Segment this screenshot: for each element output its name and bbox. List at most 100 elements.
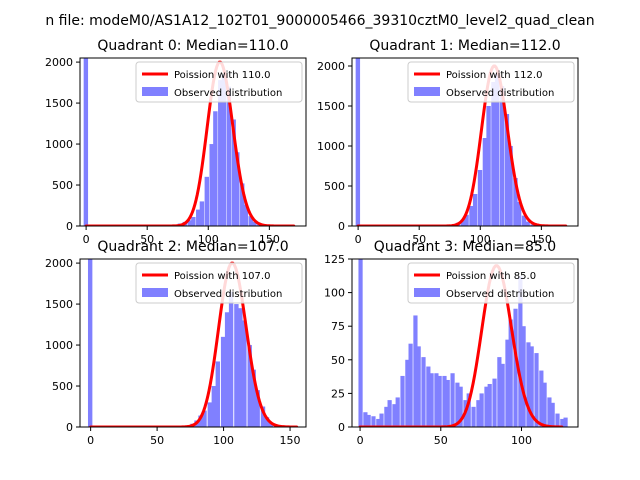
histogram-bar	[198, 415, 203, 427]
histogram-bar	[247, 345, 252, 427]
histogram-bar	[224, 312, 230, 427]
y-tick-label: 2000	[45, 56, 73, 69]
histogram-bar	[366, 414, 371, 427]
histogram-bar	[238, 308, 243, 427]
histogram-bar	[442, 375, 447, 427]
histogram-bar	[487, 383, 492, 427]
x-tick-label: 0	[83, 233, 90, 246]
legend-line-label: Poission with 107.0	[174, 271, 270, 282]
histogram-bar	[243, 204, 249, 226]
legend-hist-label: Observed distribution	[446, 88, 554, 99]
y-tick-label: 500	[52, 380, 73, 393]
histogram-bar	[363, 412, 368, 427]
histogram-bar	[213, 111, 218, 226]
histogram-bar	[240, 183, 245, 226]
histogram-bar	[209, 144, 214, 226]
histogram-bar	[477, 170, 483, 226]
histogram-bar	[445, 379, 450, 427]
histogram-bar	[482, 138, 488, 226]
histogram-bar	[550, 402, 555, 427]
histogram-bar	[529, 346, 534, 427]
x-tick-label: 50	[412, 233, 426, 246]
panel-title: Quadrant 3: Median=85.0	[374, 239, 556, 255]
histogram-bar	[416, 346, 421, 427]
histogram-bar	[469, 206, 474, 226]
histogram-bar	[521, 326, 526, 427]
histogram-bar	[434, 373, 439, 427]
histogram-bar	[494, 74, 500, 226]
plot-area	[87, 259, 299, 427]
histogram-bar	[187, 220, 192, 226]
x-tick-label: 150	[280, 434, 301, 447]
y-tick-label: 0	[66, 220, 73, 233]
histogram-bar	[505, 339, 510, 427]
histogram-bar	[215, 361, 220, 427]
poisson-line	[84, 60, 296, 226]
poisson-line	[358, 264, 564, 427]
y-tick-label: 0	[66, 421, 73, 434]
histogram-bar	[542, 382, 547, 427]
histogram-bar	[426, 366, 431, 427]
plot-area	[355, 58, 568, 226]
y-tick-label: 125	[324, 253, 345, 266]
histogram-bar	[252, 221, 257, 226]
histogram-bar	[484, 386, 489, 427]
histogram-bar	[405, 359, 410, 427]
histogram-bar	[486, 106, 491, 226]
plot-area	[83, 58, 296, 226]
y-tick-label: 25	[331, 387, 345, 400]
panel-title: Quadrant 1: Median=112.0	[369, 38, 560, 54]
legend-hist-swatch	[142, 87, 168, 96]
histogram-bar	[450, 373, 455, 427]
histogram-bar	[226, 86, 231, 226]
histogram-bar	[516, 202, 522, 226]
legend: Poission with 110.0 Observed distribution	[135, 61, 303, 103]
histogram-bar	[500, 363, 505, 427]
y-tick-label: 1500	[317, 100, 345, 113]
histogram-bar	[355, 58, 361, 226]
histogram-bar	[458, 386, 463, 427]
legend-line-label: Poission with 85.0	[446, 271, 536, 282]
histogram-bar	[228, 291, 234, 427]
histogram-bar	[387, 400, 392, 427]
x-tick-label: 50	[434, 434, 448, 447]
histogram-bar	[379, 413, 384, 427]
panel-title: Quadrant 2: Median=107.0	[97, 239, 288, 255]
histogram-bar	[476, 400, 481, 427]
histogram-bar	[555, 413, 560, 427]
histogram-bar	[497, 357, 502, 427]
y-tick-label: 100	[324, 287, 345, 300]
poisson-line	[89, 261, 299, 427]
histogram-bar	[421, 357, 426, 427]
histogram-bar	[508, 146, 513, 226]
legend: Poission with 107.0 Observed distribution	[135, 262, 303, 304]
histogram-bar	[413, 315, 418, 427]
x-tick-label: 0	[355, 233, 362, 246]
histogram-bar	[234, 304, 239, 427]
histogram-bar	[513, 308, 518, 427]
histogram-bar	[518, 276, 523, 427]
histogram-bar	[268, 422, 274, 427]
histogram-bar	[408, 343, 413, 427]
poisson-line	[356, 64, 568, 226]
histogram-bar	[460, 219, 466, 226]
legend-hist-label: Observed distribution	[174, 88, 282, 99]
histogram-bar	[87, 259, 93, 427]
y-tick-label: 0	[338, 220, 345, 233]
legend-hist-swatch	[414, 288, 440, 297]
y-tick-label: 1000	[45, 339, 73, 352]
histogram-bar	[384, 406, 389, 427]
histogram-bar	[218, 80, 223, 226]
histogram-bar	[471, 406, 476, 427]
histogram-bar	[464, 214, 469, 226]
y-tick-label: 2000	[45, 257, 73, 270]
histogram-bar	[231, 119, 236, 226]
histogram-bar	[395, 397, 400, 427]
histogram-bar	[539, 370, 544, 427]
axes-frame	[79, 258, 307, 428]
histogram-bar	[521, 215, 527, 226]
x-tick-label: 150	[259, 233, 280, 246]
histogram-bar	[211, 386, 216, 427]
